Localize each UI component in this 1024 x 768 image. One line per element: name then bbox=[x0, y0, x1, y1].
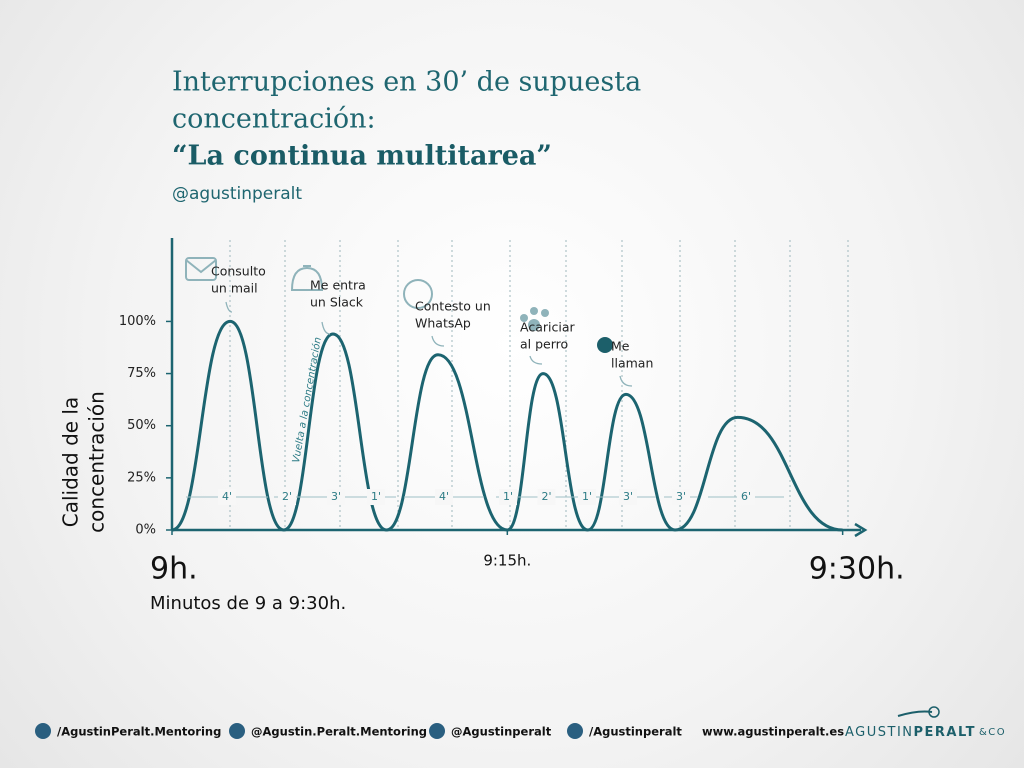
annotation: al perro bbox=[520, 337, 568, 352]
logo: AGUSTINPERALT &CO bbox=[845, 725, 1006, 740]
duration-label: 2' bbox=[541, 490, 551, 503]
duration-bg bbox=[499, 489, 517, 505]
duration-bg bbox=[367, 489, 385, 505]
guides bbox=[229, 240, 849, 528]
x-axis-arrow bbox=[854, 522, 868, 538]
title-line: Interrupciones en 30’ de supuesta bbox=[172, 67, 641, 98]
footer-link: @Agustin.Peralt.Mentoring bbox=[251, 725, 427, 739]
footer-link: @Agustinperalt bbox=[451, 725, 552, 739]
duration-label: 1' bbox=[371, 490, 381, 503]
duration-label: 3' bbox=[331, 490, 341, 503]
footer: /AgustinPeralt.Mentoring @Agustin.Peralt… bbox=[57, 725, 1006, 740]
duration-label: 2' bbox=[282, 490, 292, 503]
logo-part: AGUSTIN bbox=[845, 725, 914, 740]
y-tick-label: 25% bbox=[127, 470, 156, 485]
footer-link: www.agustinperalt.es bbox=[702, 725, 844, 739]
y-axis-label: Calidad de la bbox=[59, 397, 83, 528]
annotation: un mail bbox=[211, 281, 258, 296]
logo-part: PERALT bbox=[914, 725, 976, 740]
duration-bg bbox=[537, 489, 556, 505]
annotation: Acariciar bbox=[520, 320, 575, 335]
y-tick-label: 0% bbox=[135, 523, 156, 538]
duration-bg bbox=[218, 489, 236, 505]
headline: “La continua multitarea” bbox=[172, 141, 552, 172]
x-tick-label: 9:15h. bbox=[483, 552, 531, 570]
annotation: Me bbox=[611, 339, 630, 354]
icons bbox=[35, 257, 940, 739]
duration-bg bbox=[619, 489, 637, 505]
concentration-line bbox=[171, 319, 843, 532]
x-tick-label: 9:30h. bbox=[809, 552, 905, 587]
duration-label: 3' bbox=[676, 490, 686, 503]
annotation-arrow bbox=[321, 321, 331, 335]
annotation-arrow bbox=[619, 375, 633, 387]
annotation: un Slack bbox=[310, 295, 364, 310]
logo-part: &CO bbox=[979, 727, 1006, 738]
x-tick-label: 9h. bbox=[150, 552, 198, 587]
duration-bg bbox=[278, 489, 296, 505]
annotation: Consulto bbox=[211, 264, 266, 279]
annotation-arrow bbox=[529, 355, 543, 365]
y-tick-label: 50% bbox=[127, 418, 156, 433]
y-tick-label: 75% bbox=[127, 366, 156, 381]
duration-bg bbox=[578, 489, 596, 505]
y-axis-label: concentración bbox=[85, 391, 109, 533]
annotation: WhatsAp bbox=[415, 316, 471, 331]
duration-label: 1' bbox=[503, 490, 513, 503]
duration-bg bbox=[737, 489, 755, 505]
annotation: Contesto un bbox=[415, 299, 491, 314]
footer-link: /Agustinperalt bbox=[589, 725, 682, 739]
annotation: llaman bbox=[611, 356, 653, 371]
footer-link: /AgustinPeralt.Mentoring bbox=[57, 725, 221, 739]
title-line: concentración: bbox=[172, 104, 376, 135]
annotation-arrow bbox=[431, 335, 445, 347]
duration-bg bbox=[327, 489, 345, 505]
annotation-arrow bbox=[225, 301, 233, 313]
duration-label: 6' bbox=[741, 490, 751, 503]
x-axis-label: Minutos de 9 a 9:30h. bbox=[150, 593, 346, 614]
author: @agustinperalt bbox=[172, 184, 302, 204]
y-tick-label: 100% bbox=[119, 314, 156, 329]
duration-bg bbox=[435, 489, 453, 505]
duration-label: 4' bbox=[222, 490, 232, 503]
duration-label: 1' bbox=[582, 490, 592, 503]
duration-label: 3' bbox=[623, 490, 633, 503]
duration-bg bbox=[672, 489, 690, 505]
annotation: Me entra bbox=[310, 278, 366, 293]
duration-label: 4' bbox=[439, 490, 449, 503]
